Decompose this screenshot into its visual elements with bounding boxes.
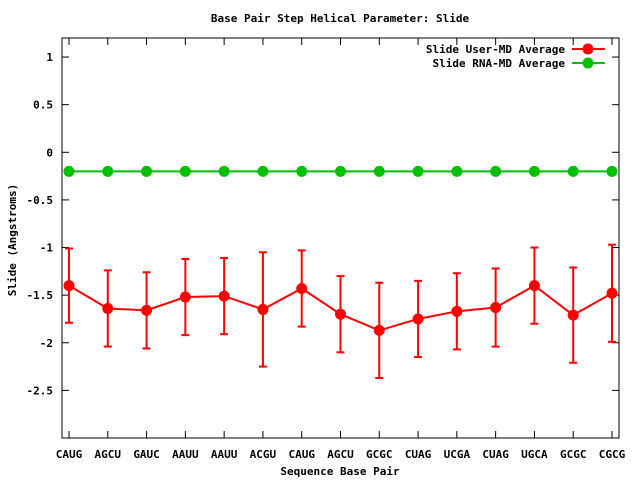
y-axis: 1 0.5 0 -0.5 -1 -1.5 -2 -2.5 [27,51,619,397]
data-point [451,305,463,317]
x-tick-label: CUAG [405,448,432,461]
x-tick-label: GCGC [366,448,393,461]
y-tick-label: 0.5 [33,99,53,112]
x-tick-label: CAUG [56,448,83,461]
data-point [102,165,114,177]
data-point [218,165,230,177]
y-tick-label: 1 [46,51,53,64]
x-tick-label: CUAG [482,448,509,461]
y-axis-label: Slide (Angstroms) [6,184,19,297]
data-point [179,291,191,303]
data-point [567,165,579,177]
data-point [373,165,385,177]
data-point [335,165,346,177]
data-point [528,280,540,292]
data-point [218,290,230,302]
legend-label: Slide User-MD Average [426,43,565,56]
series-layer [63,165,618,379]
series-2 [63,165,618,177]
plot-frame [61,37,620,439]
y-tick-label: -1.5 [27,289,54,302]
data-point [412,313,424,325]
x-axis: CAUG AGCU GAUC AAUU AAUU ACGU CAUG AGCU GCGC CUAG… [56,38,626,461]
data-point [141,304,153,316]
legend-swatch-point [582,57,594,69]
y-tick-label: -2 [40,337,53,350]
data-point [63,165,75,177]
data-point [296,165,308,177]
data-point [102,302,114,314]
data-point [63,280,75,292]
data-point [567,309,579,321]
data-point [141,165,153,177]
data-point [490,302,502,314]
x-tick-label: AAUU [172,448,199,461]
x-tick-label: AGCU [327,448,354,461]
y-tick-label: 0 [46,146,53,159]
y-tick-label: -1 [40,242,54,255]
data-point [296,282,308,294]
data-point [606,165,618,177]
data-point [490,165,502,177]
x-tick-label: AAUU [211,448,238,461]
data-point [606,287,618,299]
x-tick-label: CAUG [288,448,315,461]
data-point [412,165,424,177]
data-point [335,308,346,320]
data-point [528,165,540,177]
x-tick-label: AGCU [95,448,122,461]
y-tick-label: -0.5 [27,194,54,207]
x-tick-label: CGCG [599,448,626,461]
x-tick-label: UGCA [521,448,548,461]
chart-title: Base Pair Step Helical Parameter: Slide [211,12,470,25]
data-point [373,324,385,336]
legend-label: Slide RNA-MD Average [433,57,566,70]
data-point [257,303,269,315]
x-tick-label: ACGU [250,448,277,461]
y-tick-label: -2.5 [27,384,54,397]
x-tick-label: GAUC [133,448,160,461]
x-tick-label: GCGC [560,448,587,461]
data-point [179,165,191,177]
x-tick-label: UCGA [444,448,471,461]
data-point [451,165,463,177]
data-point [257,165,269,177]
series-1 [63,243,618,379]
legend-swatch-point [582,43,594,55]
x-axis-label: Sequence Base Pair [280,465,400,478]
